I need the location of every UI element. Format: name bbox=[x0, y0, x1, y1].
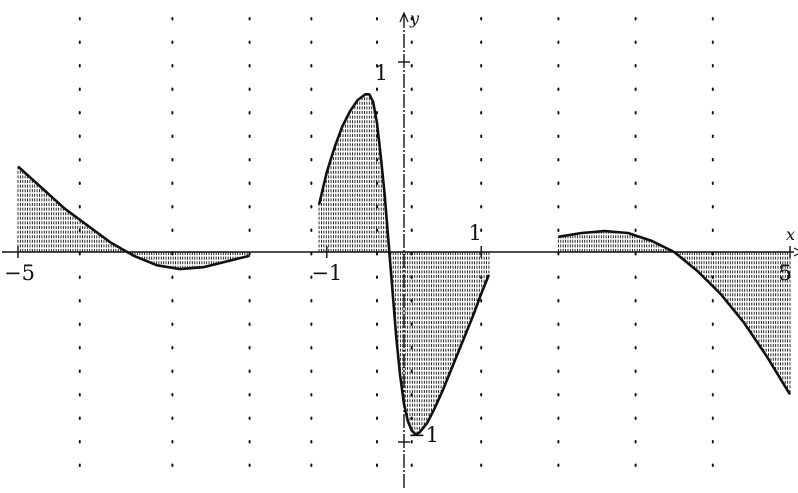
series-hatch-2 bbox=[557, 231, 791, 395]
y-tick-label: 1 bbox=[375, 61, 388, 85]
x-tick-label: −1 bbox=[311, 261, 342, 285]
series-segment-0 bbox=[17, 165, 251, 271]
axes bbox=[2, 11, 798, 488]
series-hatch-0 bbox=[17, 166, 251, 270]
x-axis-label: x bbox=[786, 225, 795, 244]
y-tick-label: −1 bbox=[408, 423, 439, 447]
series-hatch-1 bbox=[318, 94, 490, 434]
x-tick-label: −5 bbox=[4, 261, 35, 285]
series-segment-2 bbox=[557, 229, 792, 396]
x-axis-arrow bbox=[793, 247, 798, 257]
series-curve-1 bbox=[317, 93, 491, 436]
series-segment-1 bbox=[317, 93, 491, 436]
y-axis-arrow bbox=[399, 11, 409, 23]
series-curve-0 bbox=[17, 165, 250, 271]
x-tick-label: 5 bbox=[779, 261, 792, 285]
tick-labels: −5 −1 1 5 1 −1 x y bbox=[4, 9, 795, 447]
y-axis-label: y bbox=[409, 9, 420, 28]
series-curve-2 bbox=[558, 229, 792, 396]
x-tick-label: 1 bbox=[469, 221, 482, 245]
